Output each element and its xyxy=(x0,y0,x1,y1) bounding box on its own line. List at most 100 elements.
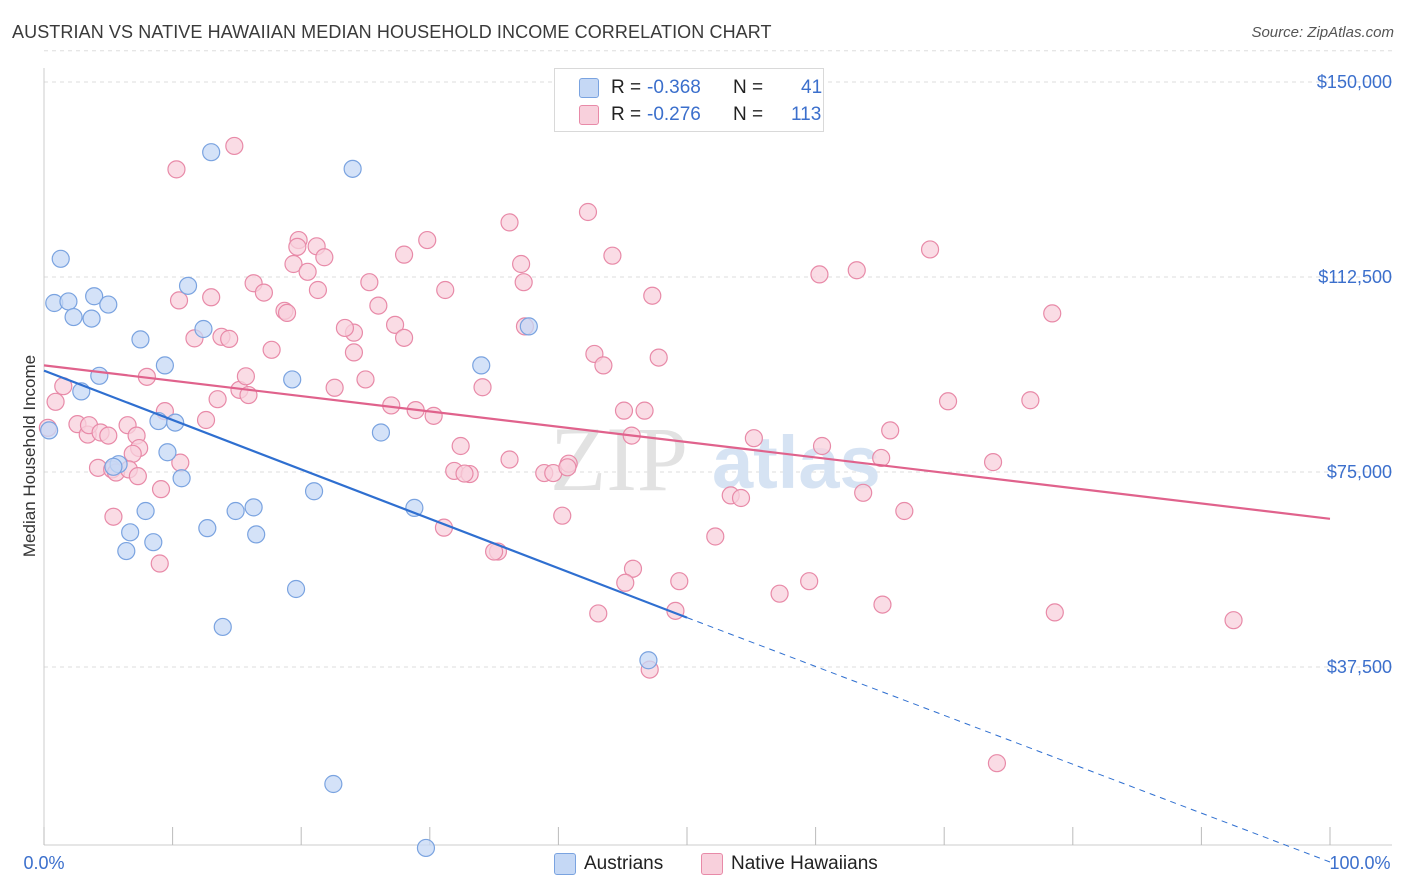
austrians-point xyxy=(416,838,436,858)
native-hawaiians-point xyxy=(810,265,829,284)
native-hawaiians-point xyxy=(643,286,662,305)
native-hawaiians-point xyxy=(202,288,221,307)
native-hawaiians-point xyxy=(881,421,900,440)
native-hawaiians-point xyxy=(847,261,866,280)
source-label: Source: ZipAtlas.com xyxy=(1251,24,1394,41)
native-hawaiians-point xyxy=(128,467,147,486)
austrians-point xyxy=(40,421,59,440)
native-hawaiians-point xyxy=(369,296,388,315)
correlation-legend: R = -0.368 N = 41 R = -0.276 N = 113 xyxy=(554,68,824,132)
austrians-point xyxy=(99,295,118,314)
native-hawaiians-point xyxy=(895,501,914,521)
austrians-point xyxy=(324,774,343,794)
austrians-point xyxy=(82,309,101,328)
native-hawaiians-point xyxy=(167,160,186,179)
native-hawaiians-point xyxy=(770,584,789,603)
native-hawaiians-point xyxy=(455,464,474,483)
native-hawaiians-point xyxy=(151,480,171,499)
native-hawaiians-legend-label: Native Hawaiians xyxy=(731,853,878,874)
native-hawaiians-point xyxy=(436,280,455,300)
legend-n-label: N = xyxy=(733,77,764,98)
austrians-point xyxy=(519,317,538,336)
y-tick-label: $75,000 xyxy=(1327,462,1392,482)
y-axis-label: Median Household Income xyxy=(20,355,39,557)
austrians-point xyxy=(202,143,221,162)
native-hawaiians-point xyxy=(500,450,519,469)
native-hawaiians-point xyxy=(473,378,492,397)
austrians-point xyxy=(85,287,104,306)
austrians-point xyxy=(178,276,198,295)
native-hawaiians-point xyxy=(356,370,375,389)
native-hawaiians-point xyxy=(104,507,123,526)
native-hawaiians-point xyxy=(731,488,751,508)
native-hawaiians-swatch xyxy=(579,105,599,125)
native-hawaiians-point xyxy=(983,453,1003,472)
native-hawaiians-point xyxy=(360,273,379,292)
native-hawaiians-point xyxy=(1224,611,1243,630)
x-axis-ticks xyxy=(43,827,1331,845)
native-hawaiians-trend-line xyxy=(43,364,1331,520)
austrians-point xyxy=(121,523,140,542)
native-hawaiians-point xyxy=(277,303,297,322)
legend-n-label: N = xyxy=(733,104,764,125)
y-tick-label: $112,500 xyxy=(1318,267,1392,287)
axes xyxy=(43,68,1392,846)
austrians-point xyxy=(155,356,174,375)
native-hawaiians-point xyxy=(614,401,634,420)
native-hawaiians-point xyxy=(500,213,519,232)
legend-r-label: R = xyxy=(611,104,642,125)
gridlines xyxy=(44,50,1392,668)
native-hawaiians-point xyxy=(800,572,819,591)
native-hawaiians-point xyxy=(1045,603,1064,622)
native-hawaiians-point xyxy=(385,315,405,334)
native-hawaiians-point xyxy=(873,595,892,614)
austrians-point xyxy=(144,533,163,552)
native-hawaiians-point xyxy=(744,429,763,448)
austrians-point xyxy=(136,501,155,521)
native-hawaiians-point xyxy=(196,410,216,430)
native-hawaiians-point xyxy=(236,367,256,386)
native-hawaiians-point xyxy=(315,248,334,267)
native-hawaiians-point xyxy=(649,348,668,367)
native-hawaiians-point xyxy=(812,436,832,456)
austrians-legend-label: Austrians xyxy=(584,853,664,874)
x-tick-label-left: 0.0% xyxy=(23,853,64,873)
native-hawaiians-point xyxy=(298,262,317,281)
native-hawaiians-point xyxy=(872,448,891,468)
native-hawaiians-point xyxy=(325,378,344,397)
austrians-trend-extension xyxy=(686,617,1331,863)
native-hawaiians-point xyxy=(616,573,635,592)
native-hawaiians-point xyxy=(284,254,303,274)
native-hawaiians-point xyxy=(1021,391,1040,410)
austrians-swatch xyxy=(579,78,599,98)
y-tick-label: $37,500 xyxy=(1327,657,1392,677)
native-hawaiians-n-value: 113 xyxy=(791,104,822,125)
native-hawaiians-point xyxy=(262,340,281,359)
austrians-point xyxy=(90,366,109,385)
austrians-point xyxy=(472,356,491,375)
austrians-point xyxy=(247,525,266,544)
native-hawaiians-point xyxy=(288,237,307,256)
austrians-point xyxy=(343,159,362,178)
austrians-point xyxy=(371,423,391,442)
native-hawaiians-point xyxy=(987,754,1007,773)
native-hawaiians-point xyxy=(220,329,239,348)
native-hawaiians-point xyxy=(99,426,118,445)
native-hawaiians-point xyxy=(46,392,65,411)
native-hawaiians-point xyxy=(594,356,613,375)
native-hawaiians-point xyxy=(225,136,244,156)
native-hawaiians-point xyxy=(635,401,654,420)
austrians-point xyxy=(194,319,213,339)
austrians-point xyxy=(59,292,78,311)
native-hawaiians-point xyxy=(706,527,725,546)
native-hawaiians-point xyxy=(578,202,598,222)
native-hawaiians-point xyxy=(344,343,364,362)
native-hawaiians-point xyxy=(920,240,940,259)
native-hawaiians-point xyxy=(514,273,533,292)
native-hawaiians-r-value: -0.276 xyxy=(647,104,701,125)
native-hawaiians-point xyxy=(418,230,437,250)
austrians-point xyxy=(198,519,217,538)
austrians-point xyxy=(158,443,177,462)
chart-title: AUSTRIAN VS NATIVE HAWAIIAN MEDIAN HOUSE… xyxy=(12,22,772,42)
native-hawaiians-point xyxy=(512,254,531,274)
